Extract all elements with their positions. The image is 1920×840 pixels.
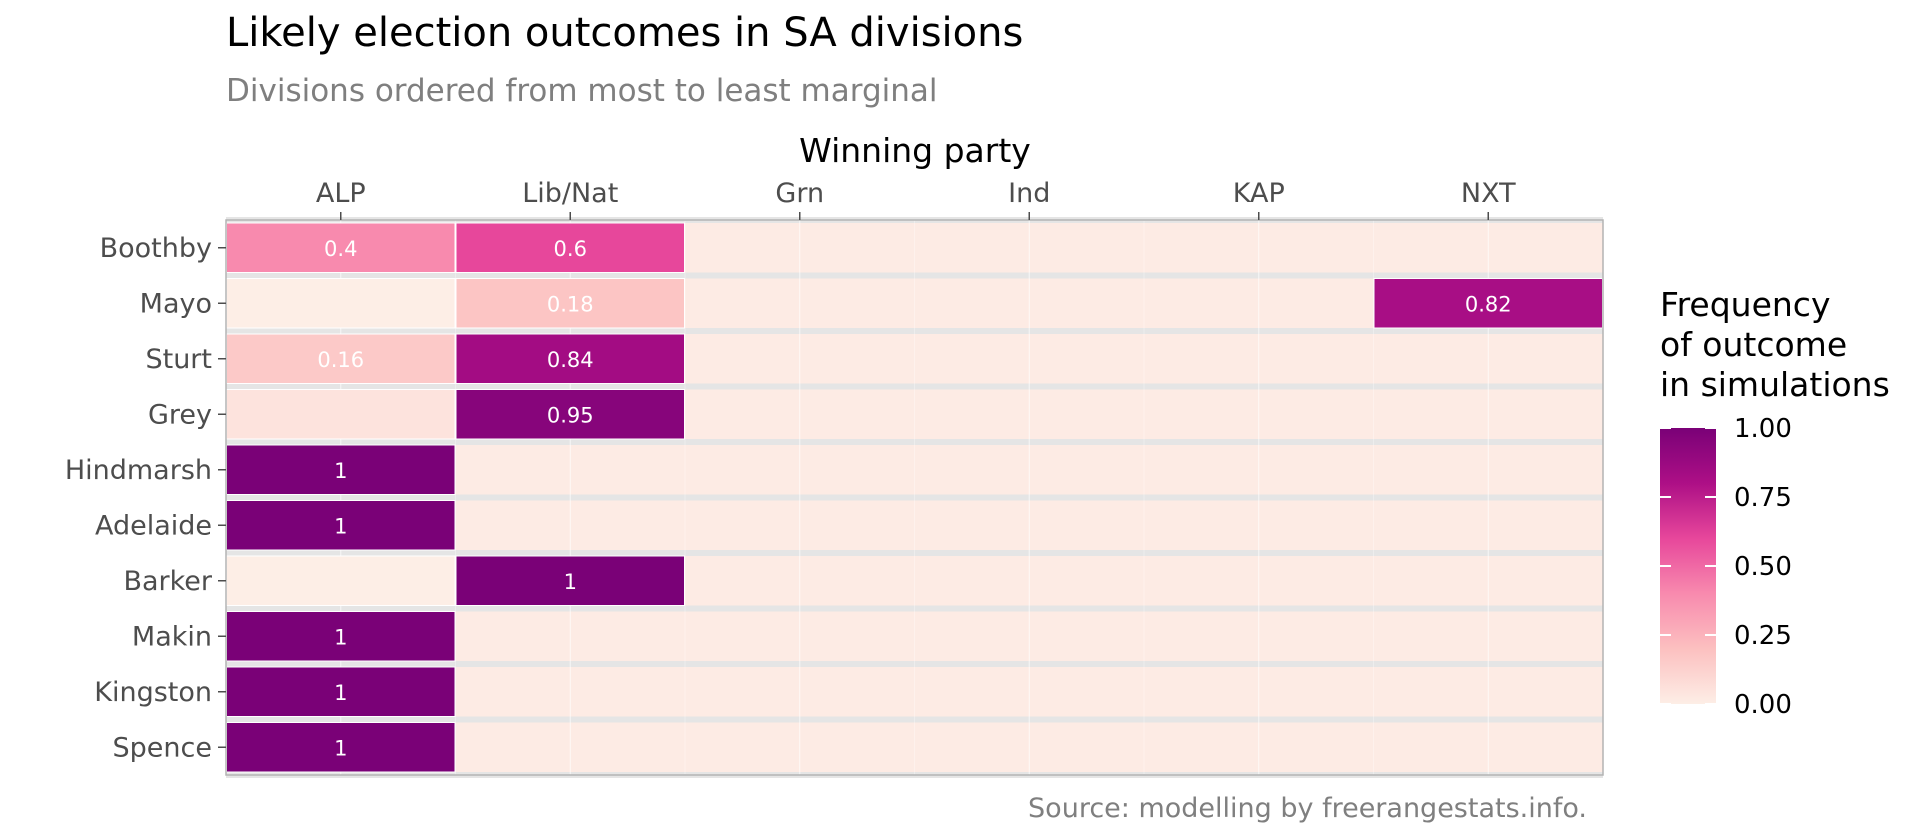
cell-label: 0.84 xyxy=(547,348,594,372)
x-axis-title: Winning party xyxy=(799,131,1031,170)
legend-tick-label: 0.50 xyxy=(1734,552,1792,582)
y-tick-label: Sturt xyxy=(145,344,212,375)
heatmap-cell xyxy=(226,389,456,440)
y-tick-label: Mayo xyxy=(140,288,212,319)
x-tick-label: ALP xyxy=(316,178,366,209)
x-tick-label: Lib/Nat xyxy=(522,178,618,209)
heatmap-cell xyxy=(226,222,456,273)
heatmap-cell xyxy=(455,555,685,606)
legend-title: in simulations xyxy=(1660,365,1890,404)
heatmap-cell xyxy=(226,278,456,329)
y-tick-label: Hindmarsh xyxy=(65,455,212,486)
x-tick-label: KAP xyxy=(1233,178,1285,209)
cell-label: 1 xyxy=(334,681,347,705)
heatmap-cell xyxy=(455,278,685,329)
x-tick-label: Ind xyxy=(1008,178,1050,209)
y-tick-label: Grey xyxy=(148,399,212,430)
plot-panel: 0.4 0.6 0.18 0.82 0.16 0.84 0.95 1 1 1 1 1 1 xyxy=(225,217,1604,778)
heatmap-cell xyxy=(226,666,456,717)
cell-label: 0.18 xyxy=(547,292,594,316)
legend-tick-label: 0.25 xyxy=(1734,621,1792,651)
cell-label: 0.16 xyxy=(317,348,364,372)
chart-title: Likely election outcomes in SA divisions xyxy=(226,10,1023,56)
chart-caption: Source: modelling by freerangestats.info… xyxy=(1028,793,1587,824)
cell-label: 1 xyxy=(334,459,347,483)
heatmap-cell xyxy=(226,555,456,606)
y-tick-label: Boothby xyxy=(100,233,212,264)
x-axis: ALP Lib/Nat Grn Ind KAP NXT xyxy=(316,178,1516,220)
chart-subtitle: Divisions ordered from most to least mar… xyxy=(226,73,938,109)
y-tick-label: Barker xyxy=(123,566,212,597)
heatmap-cell xyxy=(455,389,685,440)
y-tick-label: Adelaide xyxy=(95,510,212,541)
y-tick-label: Spence xyxy=(113,732,212,763)
cell-label: 0.6 xyxy=(554,237,587,261)
cell-label: 0.95 xyxy=(547,403,594,427)
y-axis: Boothby Mayo Sturt Grey Hindmarsh Adelaide Bar… xyxy=(65,233,226,763)
heatmap-cell xyxy=(1373,278,1603,329)
x-tick-label: Grn xyxy=(775,178,824,209)
heatmap-cell xyxy=(455,222,685,273)
cell-label: 0.82 xyxy=(1465,292,1512,316)
y-tick-label: Makin xyxy=(132,621,212,652)
cell-label: 1 xyxy=(334,625,347,649)
cell-label: 1 xyxy=(334,514,347,538)
panel-border xyxy=(225,219,1604,776)
heatmap-cell xyxy=(455,333,685,384)
legend-tick-label: 0.00 xyxy=(1734,690,1792,720)
x-tick-label: NXT xyxy=(1461,178,1516,209)
heatmap-cell xyxy=(226,500,456,551)
legend-title: of outcome xyxy=(1660,325,1847,364)
heatmap-cell xyxy=(226,444,456,495)
cell-label: 0.4 xyxy=(324,237,357,261)
legend-tick-label: 1.00 xyxy=(1734,414,1792,444)
heatmap-cell xyxy=(226,333,456,384)
legend-title: Frequency xyxy=(1660,285,1830,324)
heatmap-cell xyxy=(226,722,456,773)
cell-label: 1 xyxy=(334,736,347,760)
cell-label: 1 xyxy=(564,570,577,594)
y-tick-label: Kingston xyxy=(94,677,212,708)
legend-tick-label: 0.75 xyxy=(1734,483,1792,513)
